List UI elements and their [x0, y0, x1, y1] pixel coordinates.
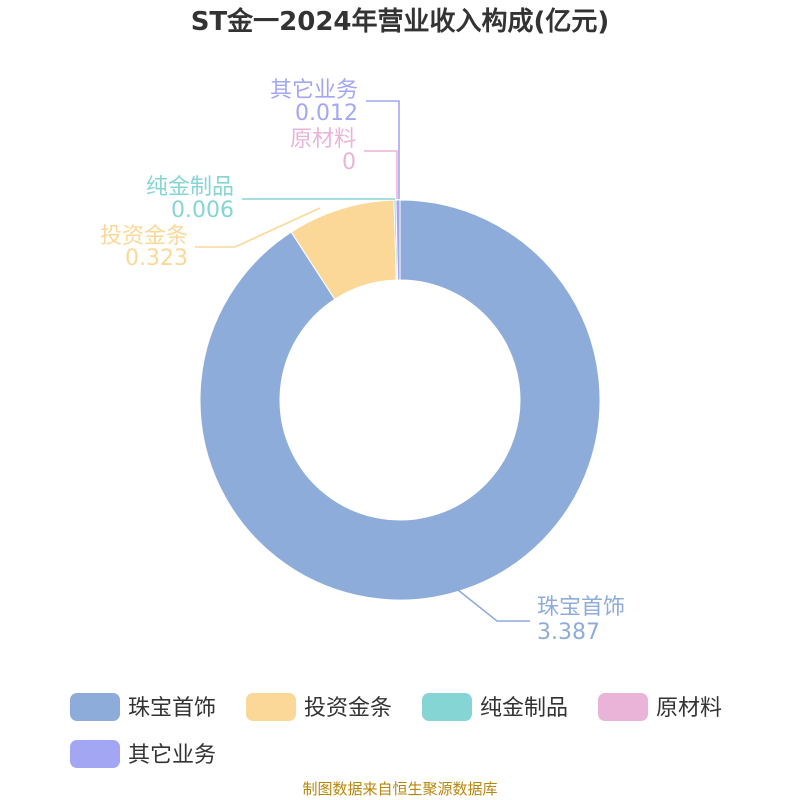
- legend-swatch-1: [70, 693, 120, 721]
- leader-line-5: [366, 100, 400, 199]
- slice-label-name-4: 原材料: [290, 127, 356, 152]
- slice-label-value-3: 0.006: [171, 198, 234, 223]
- source-note: 制图数据来自恒生聚源数据库: [302, 780, 498, 798]
- legend-item-3[interactable]: 纯金制品: [422, 693, 568, 721]
- leader-line-4: [364, 150, 398, 199]
- slice-label-value-1: 3.387: [537, 620, 600, 645]
- legend-item-2[interactable]: 投资金条: [246, 693, 392, 721]
- legend-swatch-5: [70, 740, 120, 768]
- slice-label-name-3: 纯金制品: [146, 175, 234, 200]
- legend-label-3: 纯金制品: [480, 696, 568, 721]
- legend-swatch-2: [246, 693, 296, 721]
- legend-item-5[interactable]: 其它业务: [70, 740, 216, 768]
- slice-label-value-4: 0: [342, 150, 356, 175]
- slice-label-name-2: 投资金条: [100, 224, 188, 249]
- slice-label-name-5: 其它业务: [270, 78, 358, 103]
- leader-line-2: [195, 207, 321, 248]
- legend-label-1: 珠宝首饰: [128, 696, 216, 721]
- leader-line-1: [457, 589, 530, 622]
- chart-title: ST金一2024年营业收入构成(亿元): [190, 7, 610, 37]
- slice-1-珠宝首饰: [199, 199, 601, 601]
- slice-5-其它业务: [395, 199, 401, 281]
- legend-item-1[interactable]: 珠宝首饰: [70, 693, 216, 721]
- legend-swatch-3: [422, 693, 472, 721]
- legend-label-5: 其它业务: [128, 743, 216, 768]
- legend-label-2: 投资金条: [304, 696, 392, 721]
- legend-swatch-4: [598, 693, 648, 721]
- slice-label-value-2: 0.323: [125, 246, 188, 271]
- slice-label-value-5: 0.012: [295, 101, 358, 126]
- slice-label-name-1: 珠宝首饰: [537, 595, 625, 620]
- legend-item-4[interactable]: 原材料: [598, 693, 722, 721]
- legend-label-4: 原材料: [656, 696, 722, 721]
